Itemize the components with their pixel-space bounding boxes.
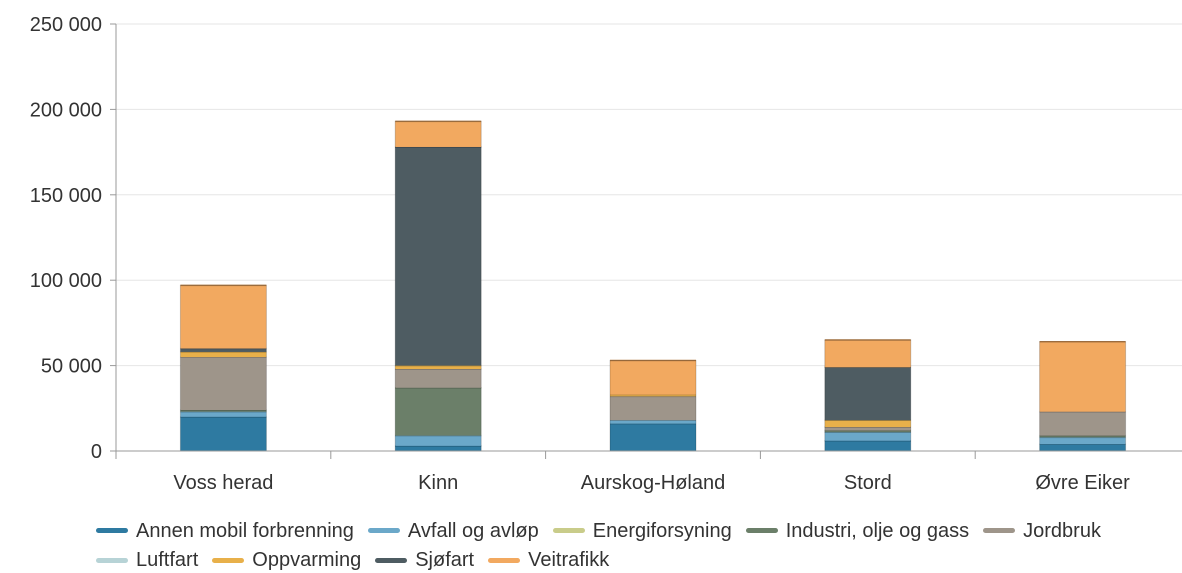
legend-swatch — [375, 557, 408, 563]
legend-swatch — [212, 557, 245, 563]
bar-segment — [395, 146, 482, 366]
legend-label: Luftfart — [136, 549, 199, 571]
bar-segment — [1039, 444, 1126, 451]
bar-segment — [824, 367, 911, 421]
legend-item: Jordbruk — [983, 518, 1101, 544]
legend-label: Sjøfart — [415, 549, 475, 571]
bar-segment — [395, 445, 482, 451]
legend-swatch — [983, 528, 1016, 533]
y-tick-label: 200 000 — [30, 99, 102, 121]
gridlines — [116, 23, 1182, 367]
x-axis: Voss herad Kinn Aurskog-Høland Stord Øvre Ei… — [115, 450, 1182, 494]
bar-segment — [1039, 411, 1126, 436]
legend-item: Avfall og avløp — [367, 518, 539, 544]
y-tick-label: 250 000 — [30, 14, 102, 36]
bar-segment — [1039, 435, 1126, 438]
bar-segment — [610, 420, 696, 424]
bar-segment — [610, 360, 696, 395]
legend-item: Annen mobil forbrenning — [96, 518, 354, 544]
bar-segment — [824, 427, 911, 431]
x-tick-label: Øvre Eiker — [1035, 472, 1130, 494]
legend: Annen mobil forbrenning Avfall og avløp En… — [96, 514, 1156, 573]
legend-item: Luftfart — [96, 547, 198, 573]
bar-segment — [824, 339, 911, 368]
bar-segment — [824, 430, 911, 433]
legend-item: Industri, olje og gass — [745, 518, 970, 544]
x-tick-label: Voss herad — [173, 472, 273, 494]
bar-segment — [395, 369, 482, 388]
bar-segment — [824, 432, 911, 441]
bar-segment — [180, 348, 267, 352]
legend-swatch — [96, 557, 128, 563]
legend-item: Sjøfart — [375, 547, 474, 573]
legend-label: Oppvarming — [252, 549, 362, 571]
bar-segment — [395, 435, 482, 446]
bar-segment — [180, 411, 267, 417]
bar-segment — [180, 410, 267, 412]
bar-segment — [824, 440, 911, 451]
legend-label: Jordbruk — [1023, 519, 1101, 542]
legend-item: Oppvarming — [212, 547, 361, 573]
y-tick-label: 150 000 — [30, 185, 102, 207]
legend-label: Energiforsyning — [592, 519, 732, 542]
y-tick-label: 50 000 — [41, 356, 102, 378]
legend-item: Energiforsyning — [552, 518, 732, 544]
stacked-bar-chart: 0 50 000 100 000 150 000 200 000 250 000 Voss… — [30, 14, 1182, 494]
x-tick-label: Aurskog-Høland — [581, 472, 726, 494]
bar-segment — [180, 351, 267, 358]
bar-segment — [610, 396, 696, 421]
bar-segment — [395, 387, 482, 436]
legend-label: Annen mobil forbrenning — [136, 519, 354, 542]
x-tick-label: Kinn — [418, 472, 458, 494]
legend-label: Avfall og avløp — [407, 519, 539, 542]
legend-swatch — [745, 528, 778, 533]
bar-segment — [1039, 341, 1126, 412]
y-tick-label: 100 000 — [30, 270, 102, 292]
x-tick-label: Stord — [844, 472, 892, 494]
legend-swatch — [488, 557, 521, 563]
bar-segment — [395, 121, 482, 147]
bars — [179, 120, 1127, 452]
y-axis: 0 50 000 100 000 150 000 200 000 250 000 — [30, 14, 117, 463]
legend-label: Industri, olje og gass — [785, 519, 970, 542]
bar-segment — [610, 394, 696, 397]
bar-segment — [1039, 437, 1126, 445]
bar-segment — [180, 357, 267, 411]
bar-segment — [610, 423, 696, 451]
legend-swatch — [552, 528, 585, 533]
legend-item: Veitrafikk — [488, 547, 609, 573]
bar-segment — [180, 416, 267, 451]
legend-label: Veitrafikk — [528, 549, 610, 571]
bar-segment — [395, 365, 482, 370]
bar-segment — [824, 420, 911, 428]
bar-segment — [180, 285, 267, 349]
y-tick-label: 0 — [91, 441, 102, 463]
legend-swatch — [367, 528, 400, 533]
legend-swatch — [96, 528, 128, 533]
